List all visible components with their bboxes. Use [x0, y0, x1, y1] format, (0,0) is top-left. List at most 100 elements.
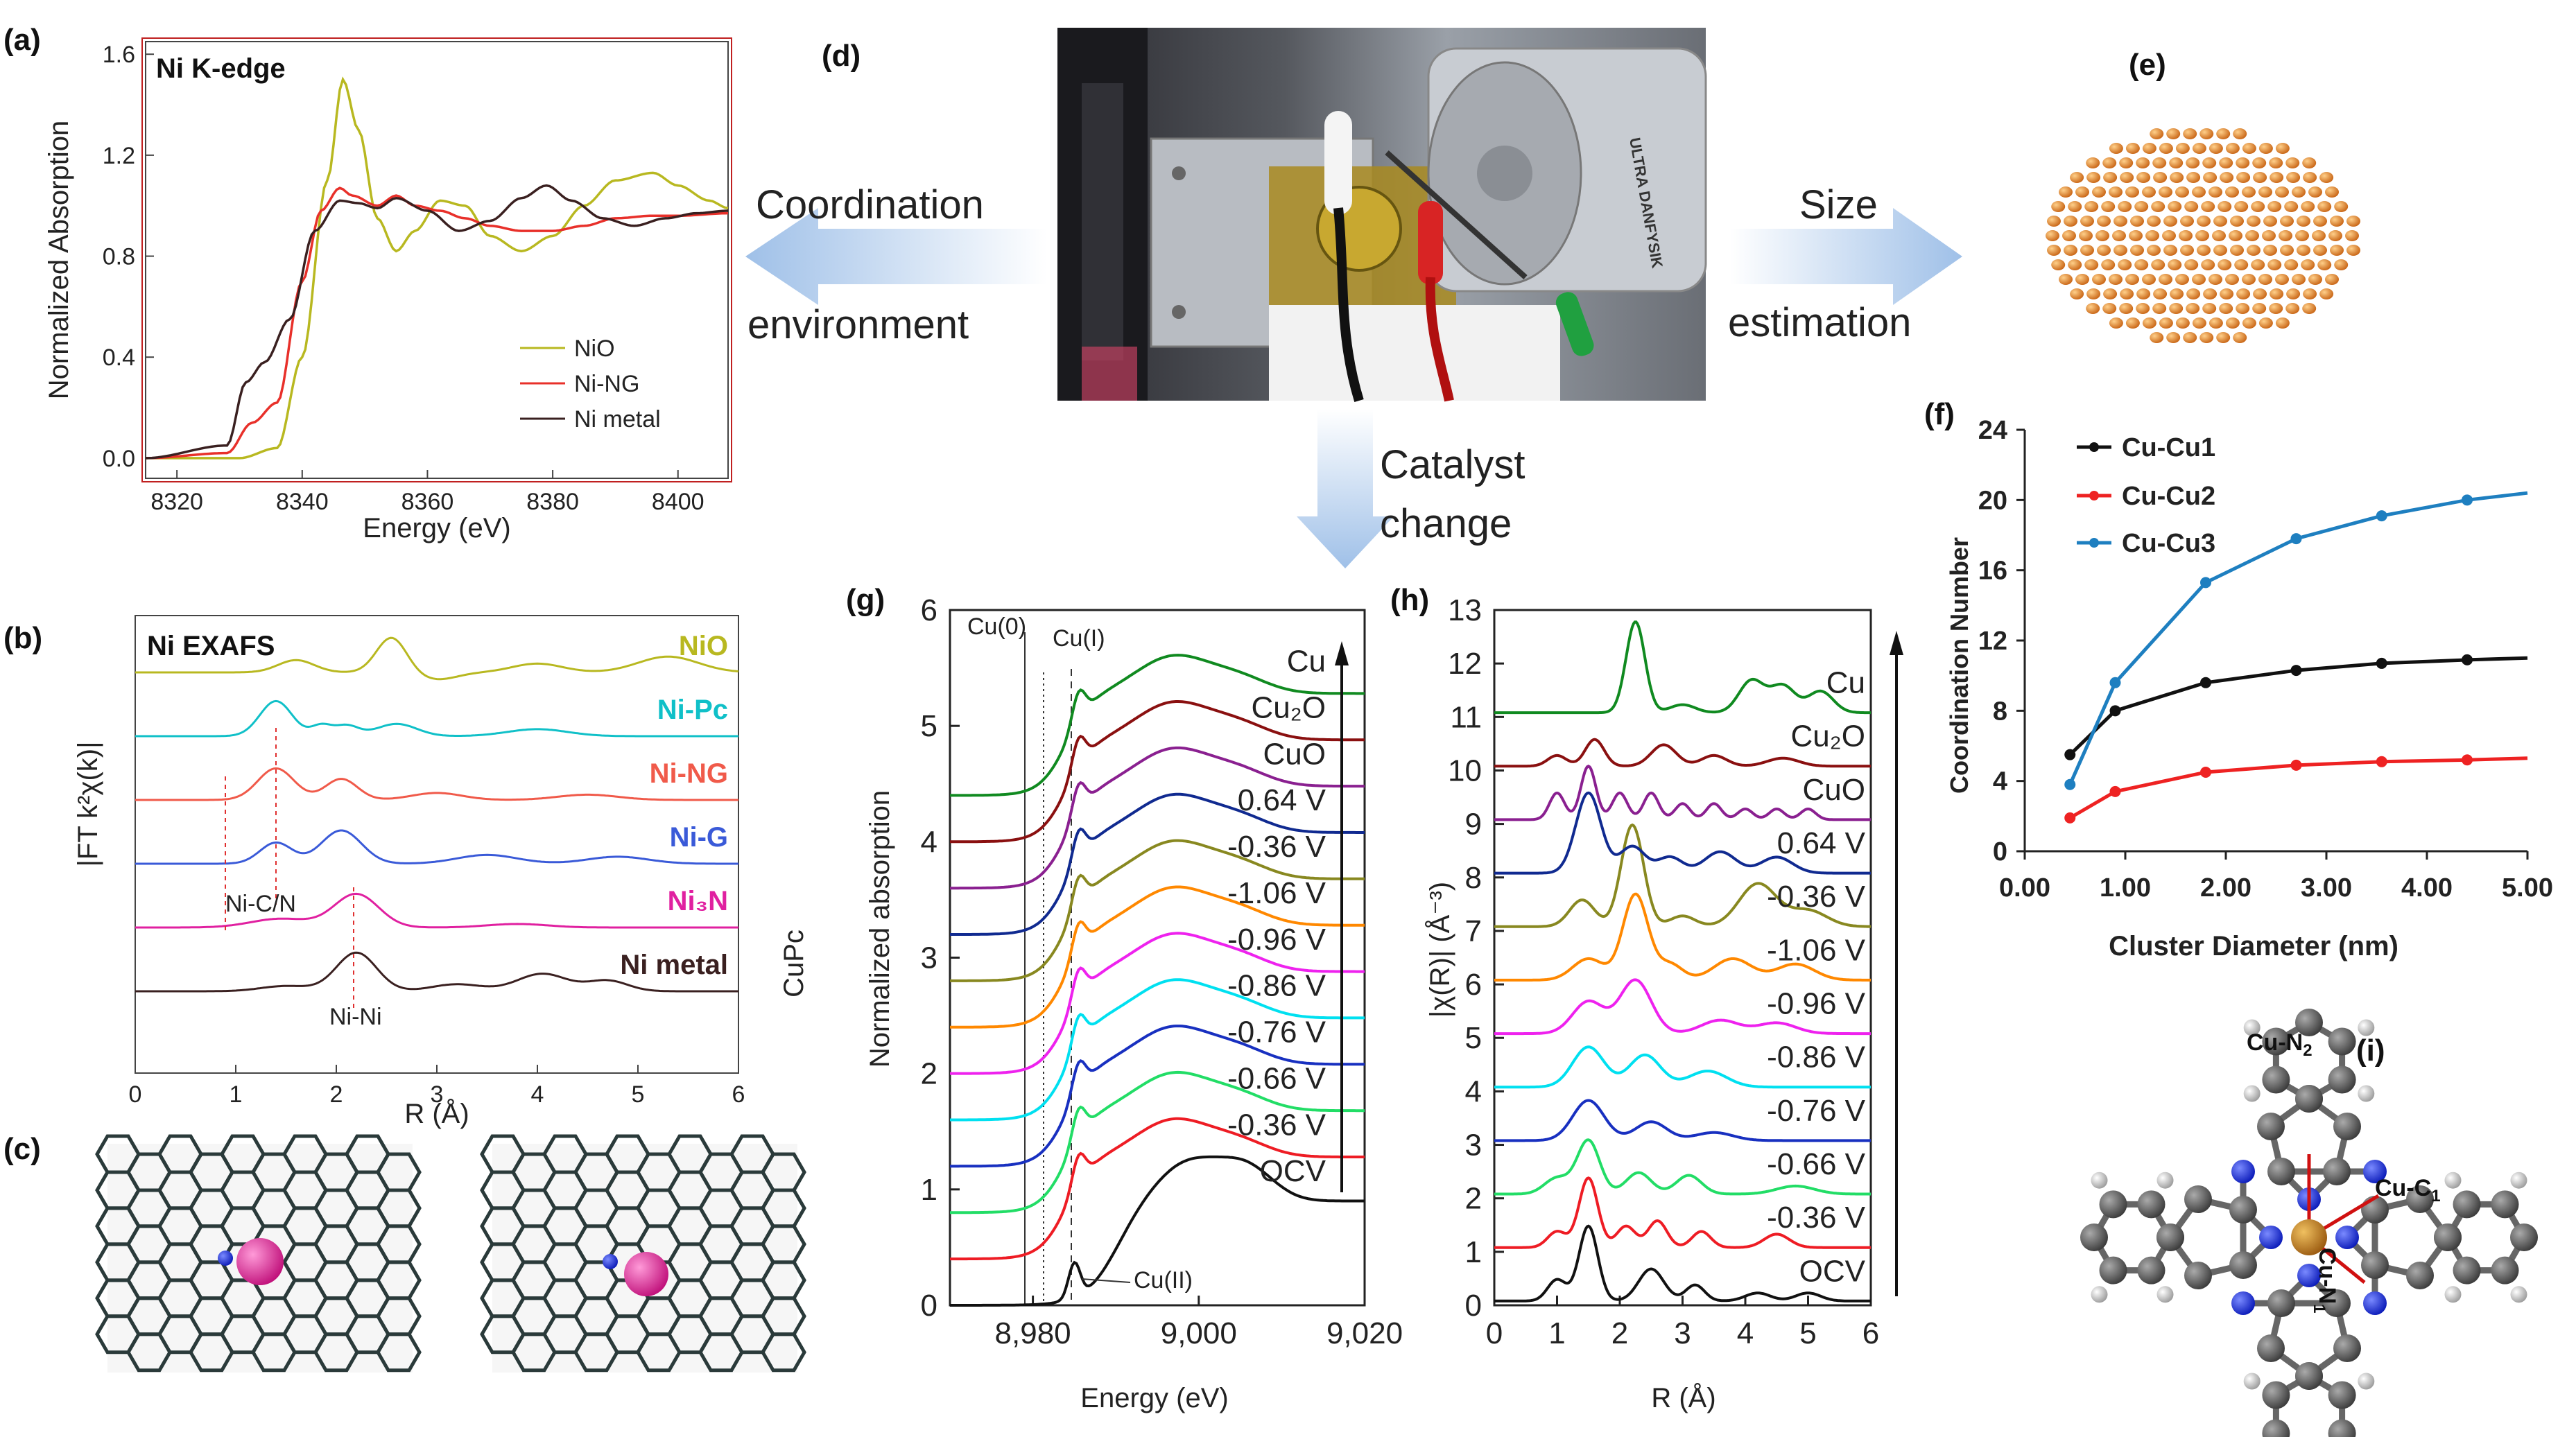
arrow-coordination: Coordination environment: [745, 182, 1047, 347]
chart-g-series-cu: [950, 654, 1365, 797]
flow-label-environment: environment: [747, 302, 969, 347]
cluster-atom: [2302, 303, 2317, 314]
cluster-atom: [2212, 230, 2226, 241]
chart-b-title: Ni EXAFS: [147, 631, 275, 661]
cluster-atom: [2134, 201, 2149, 212]
chart-g-series-cu2o: [950, 700, 1365, 844]
chart-h-xtick-label: 3: [1674, 1316, 1691, 1350]
cluster-atom: [2263, 216, 2277, 227]
chart-g-annot-cu1: Cu(I): [1053, 625, 1105, 652]
panel-c-graphene-models: [95, 1134, 806, 1373]
cluster-atom: [2247, 216, 2261, 227]
legend-a-ning: Ni-NG: [574, 371, 639, 397]
molecule-label-cu-n1: Cu-N1: [2310, 1248, 2340, 1314]
cluster-atom: [2292, 186, 2306, 198]
chart-g-series-label: CuO: [1263, 737, 1326, 771]
panel-e-cu-cluster: [2046, 128, 2360, 343]
chart-h-series-label: -0.86 V: [1767, 1040, 1866, 1074]
cluster-atom: [2125, 317, 2140, 329]
molecule-carbon-atom: [2328, 1065, 2356, 1094]
chart-b-series-ni-g: [135, 829, 738, 865]
molecule-hydrogen-atom: [2091, 1286, 2108, 1303]
cluster-atom: [2186, 288, 2201, 299]
graphene-hexagon: [761, 1332, 806, 1373]
chart-h-series--0.96-v: [1494, 978, 1871, 1036]
cluster-atom: [2169, 303, 2184, 314]
chart-b-xtick-label: 2: [330, 1081, 343, 1108]
molecule-carbon-atom: [2323, 1289, 2351, 1317]
molecule-carbon-atom: [2184, 1262, 2212, 1289]
chart-g-xlabel: Energy (eV): [1080, 1383, 1228, 1413]
chart-f-point-cu-cu1: [2200, 677, 2211, 688]
chart-h-ytick-label: 10: [1448, 754, 1482, 787]
cluster-atom: [2136, 172, 2151, 183]
chart-a-xtick-label: 8320: [150, 489, 203, 515]
cluster-atom: [2242, 143, 2256, 154]
molecule-carbon-atom: [2328, 1419, 2356, 1437]
cluster-atom: [2166, 332, 2181, 343]
cluster-atom: [2092, 186, 2106, 198]
chart-b-series-label: Ni-NG: [650, 758, 728, 789]
cluster-atom: [2252, 157, 2267, 168]
cluster-atom: [2263, 245, 2277, 256]
cluster-atom: [2112, 230, 2126, 241]
photo-cable-red: [1425, 277, 1454, 402]
cluster-atom: [2046, 230, 2059, 241]
cluster-atom: [2319, 172, 2334, 183]
molecule-carbon-atom: [2257, 1113, 2285, 1140]
cluster-atom: [2328, 230, 2342, 241]
cluster-atom: [2236, 157, 2250, 168]
molecule-label-cu-c1: Cu-C1: [2375, 1175, 2441, 1205]
molecule-carbon-atom: [2099, 1256, 2127, 1284]
cluster-atom: [2195, 230, 2209, 241]
photo-white-clip: [1324, 111, 1352, 215]
photo-cable-thin: [1385, 150, 1528, 279]
chart-f-point-cu-cu2: [2064, 812, 2076, 824]
chart-h-ytick-label: 1: [1465, 1235, 1482, 1269]
panel-label-c: (c): [3, 1132, 41, 1166]
molecule-carbon-atom: [2328, 1027, 2356, 1056]
chart-a-ytick-label: 1.2: [103, 143, 135, 169]
chart-g-series-ocv: [950, 1155, 1365, 1307]
chart-h-ytick-label: 3: [1465, 1129, 1482, 1162]
cluster-atom: [2168, 259, 2182, 270]
cluster-atom: [2175, 317, 2190, 329]
arrow-size: Size estimation: [1728, 182, 1962, 345]
chart-h-series-label: -1.06 V: [1767, 933, 1866, 967]
graphene-hexagon: [376, 1332, 422, 1373]
molecule-carbon-atom: [2453, 1190, 2481, 1219]
chart-a-series-ni-ng: [145, 186, 729, 460]
molecule-carbon-atom: [2295, 1362, 2323, 1390]
chart-h-ytick-label: 0: [1465, 1289, 1482, 1323]
legend-f-dot-cucu3: [2089, 538, 2099, 548]
chart-g-series-label: Cu: [1287, 645, 1326, 679]
chart-f-xtick-label: 2.00: [2200, 873, 2251, 903]
chart-h-series-ocv: [1494, 1224, 1871, 1303]
cluster-atom: [2236, 303, 2250, 314]
cluster-atom: [2317, 201, 2332, 212]
molecule-carbon-atom: [2099, 1190, 2127, 1219]
chart-g-series--1.06-v: [950, 885, 1365, 1029]
arrow-catalyst: Catalyst change: [1297, 409, 1525, 568]
chart-g-arrow-head: [1335, 641, 1349, 665]
cluster-atom: [2168, 201, 2182, 212]
cluster-atom: [2102, 157, 2117, 168]
cluster-atom: [2330, 216, 2344, 227]
chart-h-series-label: -0.96 V: [1767, 987, 1866, 1021]
cluster-atom: [2130, 216, 2144, 227]
cluster-atom: [2142, 274, 2156, 285]
chart-g-series-label: OCV: [1260, 1154, 1326, 1188]
cluster-atom: [2047, 216, 2061, 227]
chart-g-ytick-label: 0: [921, 1289, 937, 1323]
cluster-atom: [2180, 216, 2194, 227]
photo-cable-black: [1333, 207, 1364, 403]
chart-g-side-label: CuPc: [779, 930, 809, 998]
cluster-atom: [2280, 216, 2294, 227]
chart-g-xtick-label: 9,020: [1326, 1316, 1403, 1350]
legend-f-cucu2: Cu-Cu2: [2122, 482, 2215, 511]
cluster-atom: [2301, 201, 2315, 212]
cluster-atom: [2062, 230, 2076, 241]
chart-a-ytick-label: 0.4: [103, 345, 135, 371]
chart-f-point-cu-cu3: [2290, 533, 2302, 545]
molecule-nitrogen-atom: [2259, 1226, 2283, 1249]
